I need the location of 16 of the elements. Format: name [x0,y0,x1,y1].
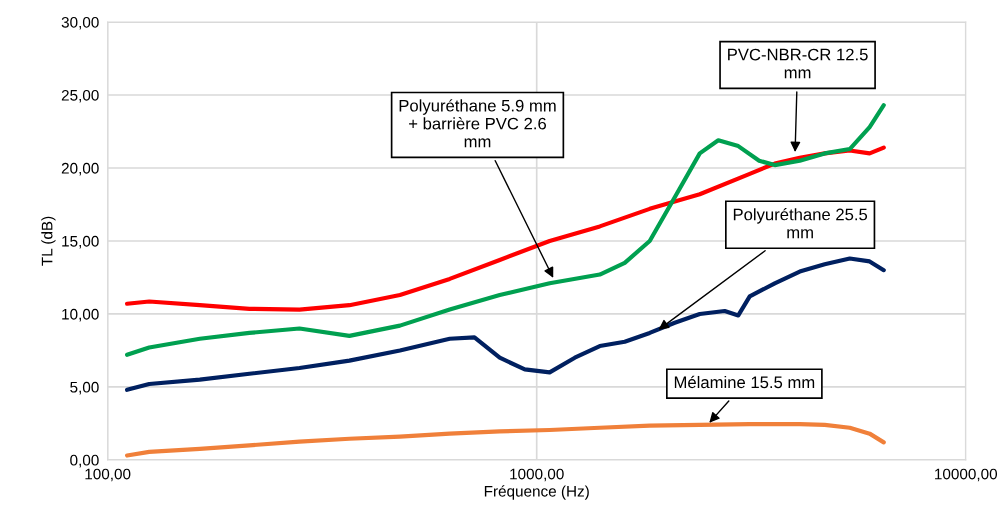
x-tick-label: 10000,00 [935,468,998,482]
annotation: Polyuréthane 5.9 mm + barrière PVC 2.6 mm [399,99,556,148]
y-tick-label: 30,00 [61,16,99,30]
y-axis-title: TL (dB) [41,216,56,266]
annotation: Mélamine 15.5 mm [674,375,815,389]
y-tick-label: 0,00 [70,454,99,468]
y-tick-label: 20,00 [61,162,99,176]
annotation: PVC-NBR-CR 12.5 mm [728,48,868,79]
x-axis-title: Fréquence (Hz) [484,485,589,500]
annotation: Polyuréthane 25.5 mm [733,207,868,239]
y-tick-label: 15,00 [62,235,99,249]
y-tick-label: 5,00 [70,381,99,395]
x-tick-label: 1000,00 [510,468,564,482]
y-tick-label: 25,00 [61,89,99,103]
y-tick-label: 10,00 [62,308,99,322]
x-tick-label: 100,00 [85,468,131,482]
